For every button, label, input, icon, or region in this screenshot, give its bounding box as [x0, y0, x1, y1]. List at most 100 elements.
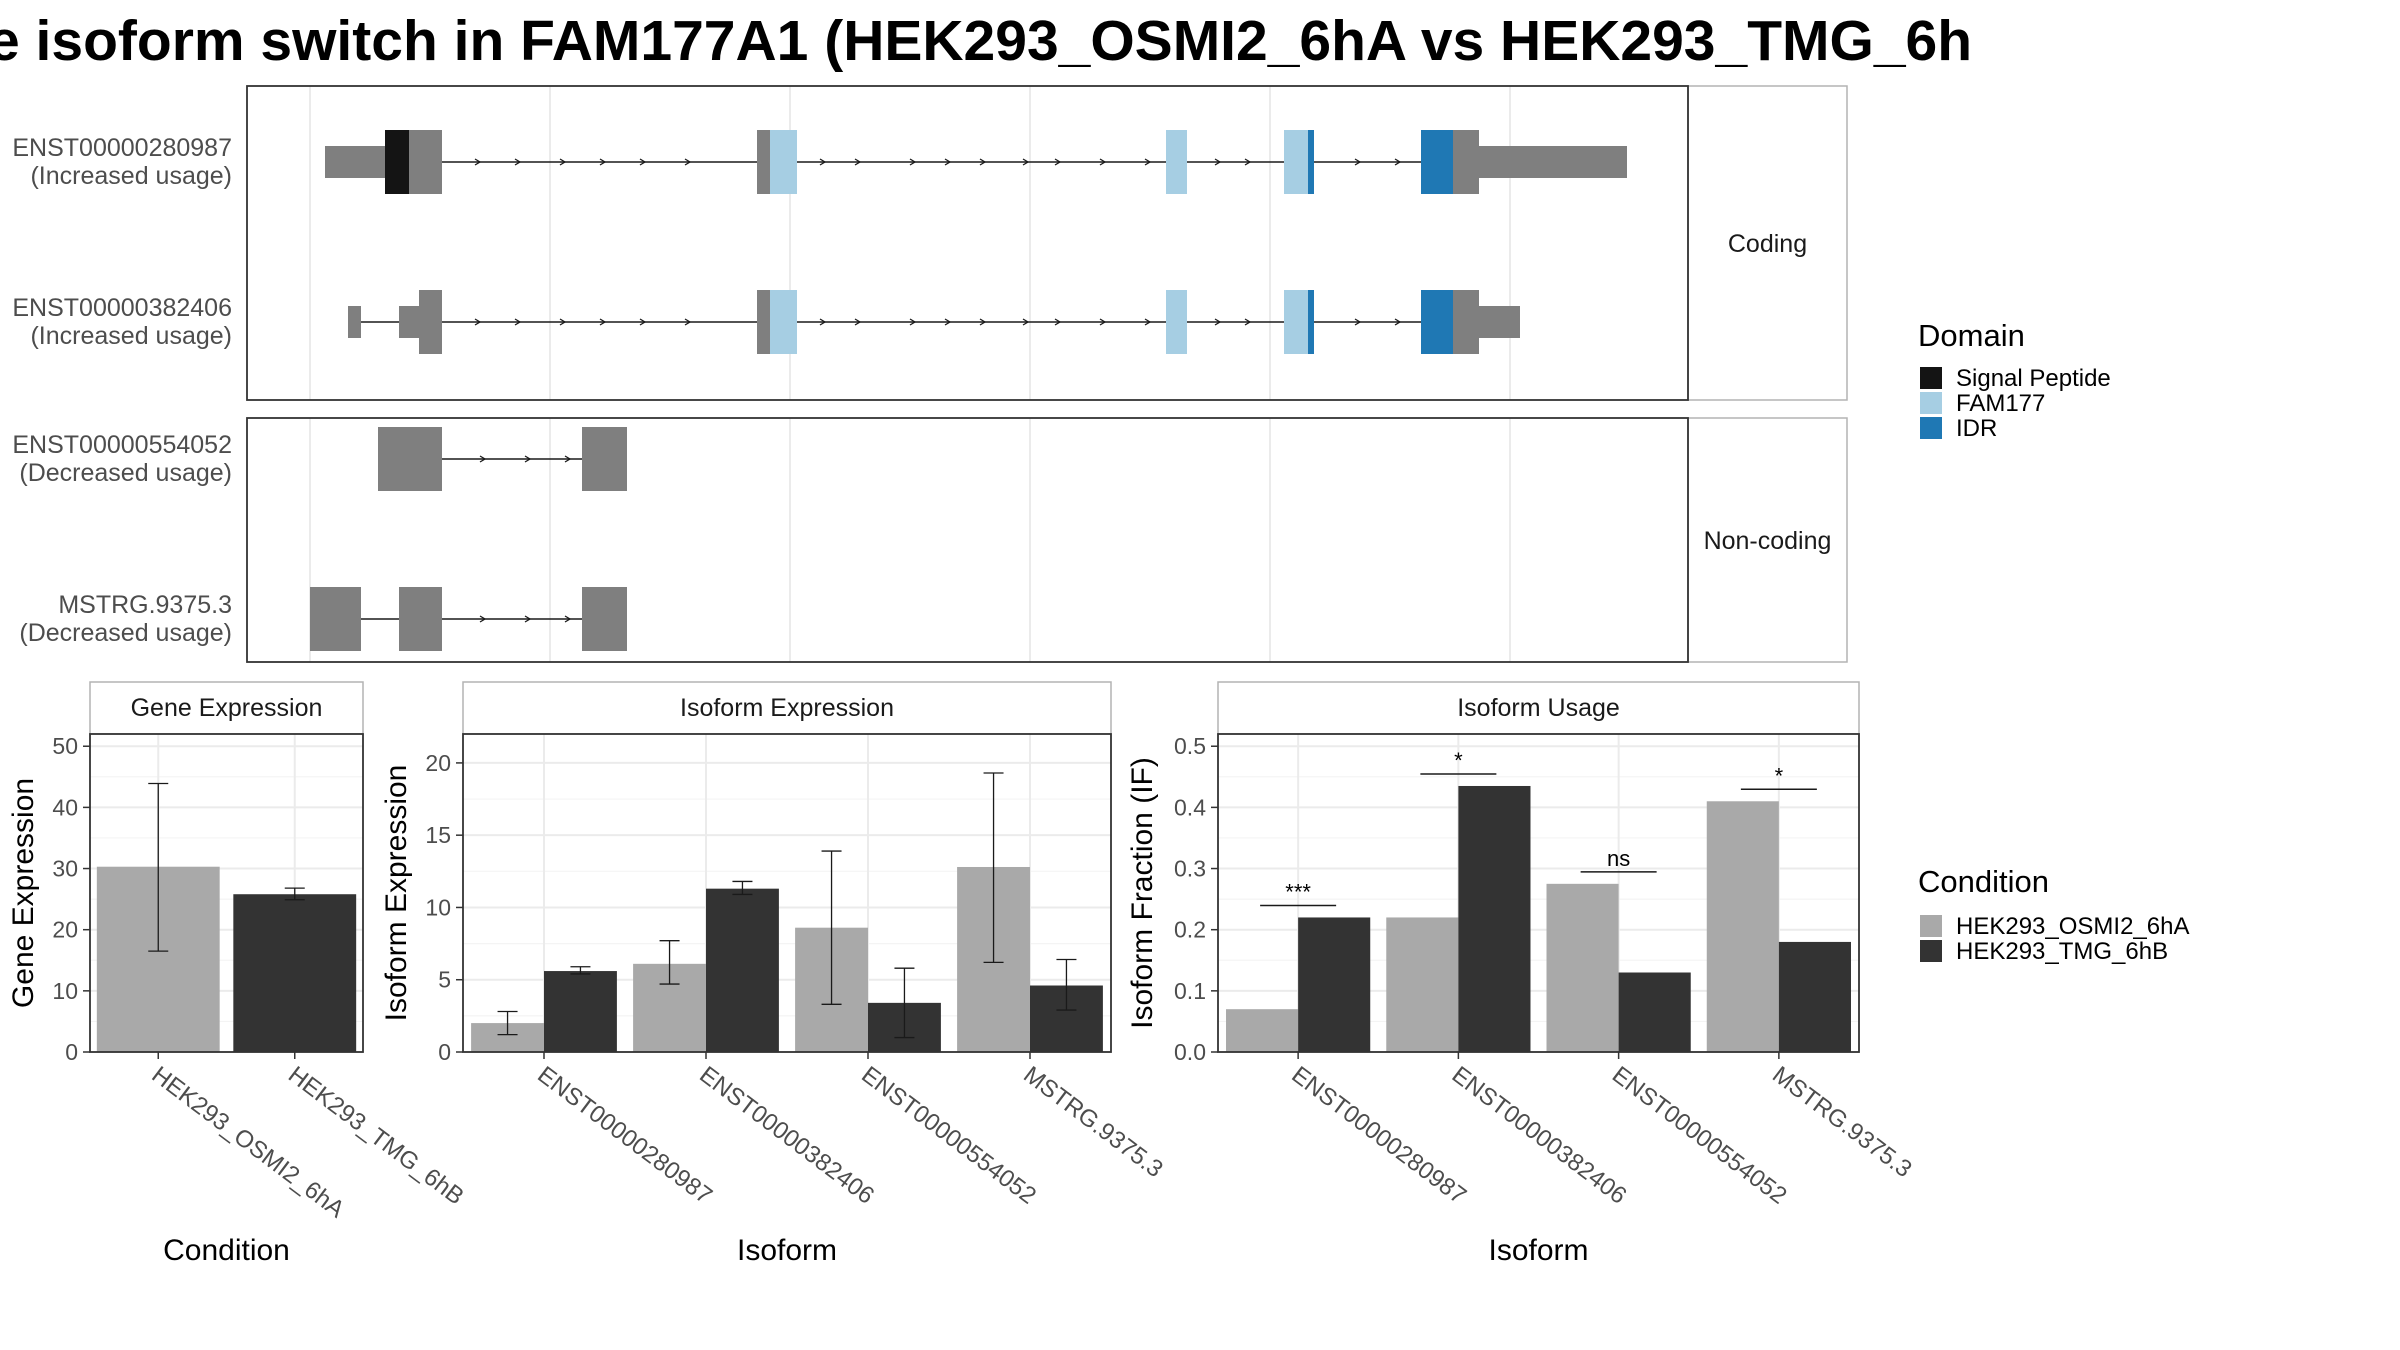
- exon-block: [1421, 130, 1453, 194]
- x-tick-label: MSTRG.9375.3: [1018, 1061, 1167, 1183]
- strand-arrow: [854, 318, 862, 326]
- x-axis-title: Isoform: [1488, 1234, 1588, 1267]
- exon-block: [348, 306, 361, 338]
- strand-arrow: [1144, 158, 1152, 166]
- legend-swatch: [1920, 367, 1942, 389]
- strand-arrow: [559, 158, 567, 166]
- isoform-expression-panel: Isoform Expression 0 5 10 15 20 ENST0000028098…: [380, 681, 1168, 1267]
- strand-arrow: [854, 158, 862, 166]
- strand-arrow: [909, 318, 917, 326]
- strand-arrow: [819, 158, 827, 166]
- y-tick-label: 0.5: [1174, 733, 1206, 759]
- x-tick-label: ENST00000382406: [1447, 1061, 1632, 1209]
- transcript-id-label: ENST00000554052: [12, 431, 232, 459]
- exon-block: [582, 587, 627, 651]
- x-axis-title: Condition: [163, 1234, 290, 1267]
- exon-block: [399, 587, 442, 651]
- strand-arrow: [979, 318, 987, 326]
- exon-block: [1284, 290, 1308, 354]
- y-tick-label: 0.2: [1174, 917, 1206, 943]
- bar: [1226, 1009, 1299, 1052]
- legend-label: FAM177: [1956, 390, 2045, 417]
- transcript-row: ENST00000382406(Increased usage): [12, 290, 1520, 354]
- legend-swatch: [1920, 417, 1942, 439]
- y-tick-label: 0: [65, 1039, 78, 1065]
- exon-block: [325, 146, 385, 178]
- strand-arrow: [1099, 318, 1107, 326]
- facet-panel-border: [246, 85, 1689, 401]
- exon-block: [1479, 146, 1627, 178]
- strand-arrow: [474, 318, 482, 326]
- strand-arrow: [1214, 318, 1222, 326]
- exon-block: [419, 290, 442, 354]
- bar: [1618, 972, 1691, 1052]
- exon-block: [1166, 290, 1187, 354]
- y-tick-label: 5: [438, 967, 451, 993]
- plot-border: [1217, 733, 1860, 1053]
- exon-block: [378, 427, 442, 491]
- strand-arrow: [684, 158, 692, 166]
- legend-label: Signal Peptide: [1956, 365, 2111, 392]
- legend-swatch: [1920, 940, 1942, 962]
- strand-arrow: [639, 158, 647, 166]
- strand-arrow: [524, 615, 532, 623]
- transcript-id-label: ENST00000382406: [12, 294, 232, 322]
- x-tick-label: ENST00000280987: [532, 1061, 717, 1209]
- x-tick-label: MSTRG.9375.3: [1767, 1061, 1916, 1183]
- strand-arrow: [684, 318, 692, 326]
- strand-arrow: [1022, 318, 1030, 326]
- exon-block: [1308, 130, 1314, 194]
- strand-arrow: [514, 318, 522, 326]
- facet-strip: [1687, 85, 1848, 401]
- y-tick-label: 0.4: [1174, 794, 1206, 820]
- exon-block: [1453, 290, 1479, 354]
- panel-strip: [89, 681, 364, 735]
- exon-block: [1166, 130, 1187, 194]
- x-tick-label: ENST00000382406: [694, 1061, 879, 1209]
- legend-swatch: [1920, 392, 1942, 414]
- transcript-usage-label: (Increased usage): [30, 322, 232, 350]
- strand-arrow: [479, 615, 487, 623]
- strand-arrow: [564, 615, 572, 623]
- legend-label: HEK293_OSMI2_6hA: [1956, 913, 2189, 940]
- facet-panel-bg: [247, 418, 1688, 662]
- strand-arrow: [524, 455, 532, 463]
- legend-title: Condition: [1918, 864, 2049, 899]
- transcript-usage-label: (Decreased usage): [19, 619, 232, 647]
- y-axis-title: Isoform Expression: [380, 765, 413, 1022]
- strand-arrow: [1144, 318, 1152, 326]
- y-axis-title: Isoform Fraction (IF): [1126, 757, 1159, 1029]
- strand-arrow: [599, 158, 607, 166]
- exon-block: [757, 290, 770, 354]
- legend-label: HEK293_TMG_6hB: [1956, 938, 2168, 965]
- y-tick-label: 0: [438, 1039, 451, 1065]
- exon-block: [1479, 306, 1520, 338]
- panel-title: Isoform Usage: [1457, 694, 1620, 722]
- strand-arrow: [1394, 318, 1402, 326]
- y-tick-label: 20: [52, 917, 78, 943]
- panel-strip: [1217, 681, 1860, 735]
- facet-strip-label: Coding: [1728, 230, 1807, 258]
- transcript-row: ENST00000280987(Increased usage): [12, 130, 1627, 194]
- plot-border: [462, 733, 1112, 1053]
- y-tick-label: 0.1: [1174, 978, 1206, 1004]
- strand-arrow: [514, 158, 522, 166]
- strand-arrow: [1054, 158, 1062, 166]
- y-tick-label: 10: [425, 894, 451, 920]
- legend-label: IDR: [1956, 415, 1997, 442]
- bar: [233, 894, 357, 1052]
- strand-arrow: [639, 318, 647, 326]
- significance-label: ns: [1607, 846, 1630, 871]
- exon-block: [399, 306, 419, 338]
- isoform-structure-plot: CodingNon-codingENST00000280987(Increase…: [12, 85, 1848, 663]
- strand-arrow: [1214, 158, 1222, 166]
- strand-arrow: [1354, 318, 1362, 326]
- transcript-id-label: ENST00000280987: [12, 134, 232, 162]
- x-axis-title: Isoform: [737, 1234, 837, 1267]
- bar: [1386, 917, 1459, 1052]
- y-tick-label: 0.0: [1174, 1039, 1206, 1065]
- x-tick-label: ENST00000554052: [856, 1061, 1041, 1209]
